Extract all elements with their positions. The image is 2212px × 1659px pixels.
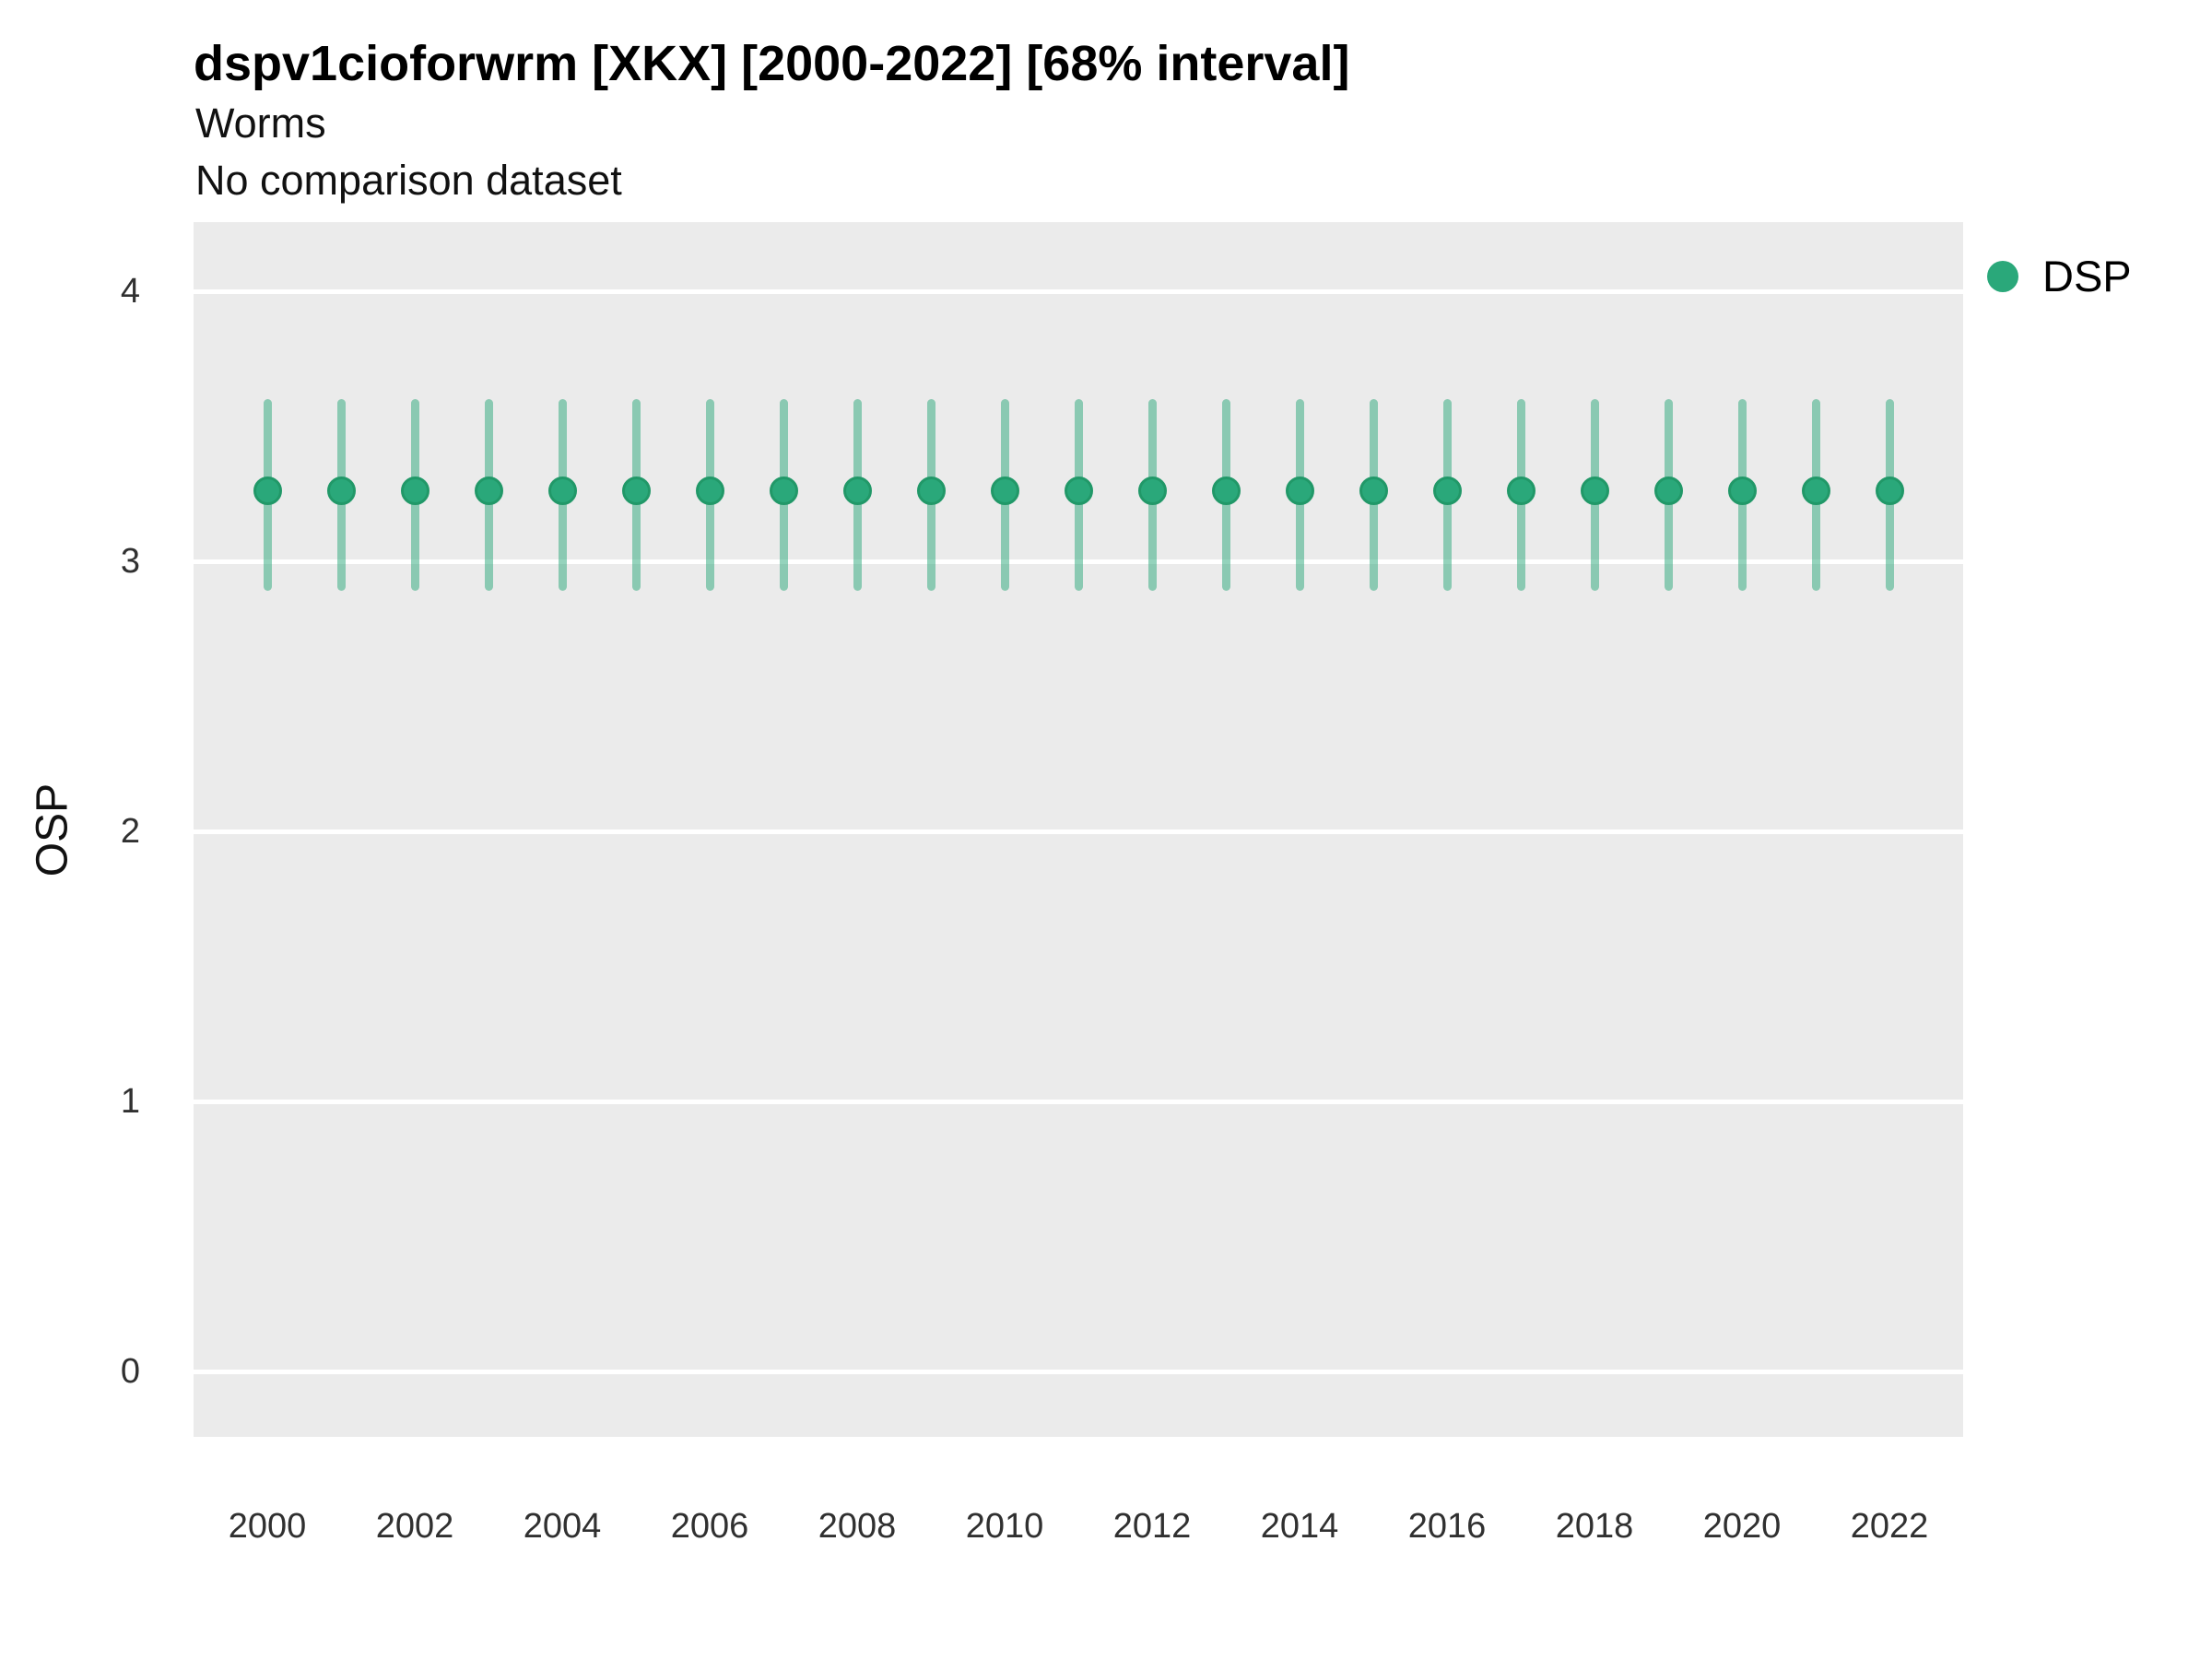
data-point-2016	[1432, 477, 1462, 506]
data-point-2011	[1064, 477, 1093, 506]
chart-panel	[194, 222, 1963, 1437]
data-point-2020	[1727, 477, 1757, 506]
legend: DSP	[1987, 251, 2132, 301]
gridline-y-4	[194, 288, 1963, 294]
x-tick-label-2000: 2000	[228, 1507, 307, 1546]
data-point-2014	[1285, 477, 1314, 506]
x-tick-label-2004: 2004	[523, 1507, 602, 1546]
x-tick-label-2002: 2002	[375, 1507, 454, 1546]
x-tick-label-2012: 2012	[1112, 1507, 1192, 1546]
comparison-note: No comparison dataset	[195, 157, 622, 204]
data-point-2000	[253, 477, 282, 506]
data-point-2004	[547, 477, 577, 506]
data-point-2001	[326, 477, 356, 506]
data-point-2013	[1211, 477, 1241, 506]
y-tick-label-4: 4	[120, 272, 140, 311]
x-tick-label-2006: 2006	[670, 1507, 749, 1546]
legend-label: DSP	[2042, 252, 2132, 300]
gridline-y-1	[194, 1099, 1963, 1104]
x-tick-label-2018: 2018	[1555, 1507, 1634, 1546]
gridline-y-2	[194, 829, 1963, 834]
x-tick-label-2008: 2008	[818, 1507, 897, 1546]
y-tick-label-1: 1	[120, 1082, 140, 1121]
data-point-2009	[916, 477, 946, 506]
y-tick-label-3: 3	[120, 542, 140, 581]
data-point-2010	[990, 477, 1019, 506]
data-point-2008	[842, 477, 872, 506]
plot-subtitle: Worms	[195, 100, 326, 147]
data-point-2019	[1653, 477, 1683, 506]
gridline-y-0	[194, 1369, 1963, 1374]
x-tick-label-2010: 2010	[965, 1507, 1044, 1546]
data-point-2022	[1875, 477, 1904, 506]
data-point-2003	[474, 477, 503, 506]
page-title: dspv1cioforwrm [XKX] [2000-2022] [68% in…	[194, 36, 1350, 91]
data-point-2021	[1801, 477, 1830, 506]
x-tick-label-2016: 2016	[1407, 1507, 1487, 1546]
data-point-2002	[400, 477, 429, 506]
data-point-2012	[1137, 477, 1167, 506]
data-point-2006	[695, 477, 724, 506]
data-point-2018	[1580, 477, 1609, 506]
y-tick-label-2: 2	[120, 812, 140, 851]
x-tick-label-2014: 2014	[1260, 1507, 1339, 1546]
data-point-2005	[621, 477, 651, 506]
data-point-2015	[1359, 477, 1388, 506]
data-point-2017	[1506, 477, 1535, 506]
x-tick-label-2022: 2022	[1850, 1507, 1929, 1546]
data-point-2007	[769, 477, 798, 506]
y-tick-label-0: 0	[120, 1352, 140, 1391]
x-tick-label-2020: 2020	[1702, 1507, 1782, 1546]
legend-swatch-icon	[1987, 260, 2018, 292]
